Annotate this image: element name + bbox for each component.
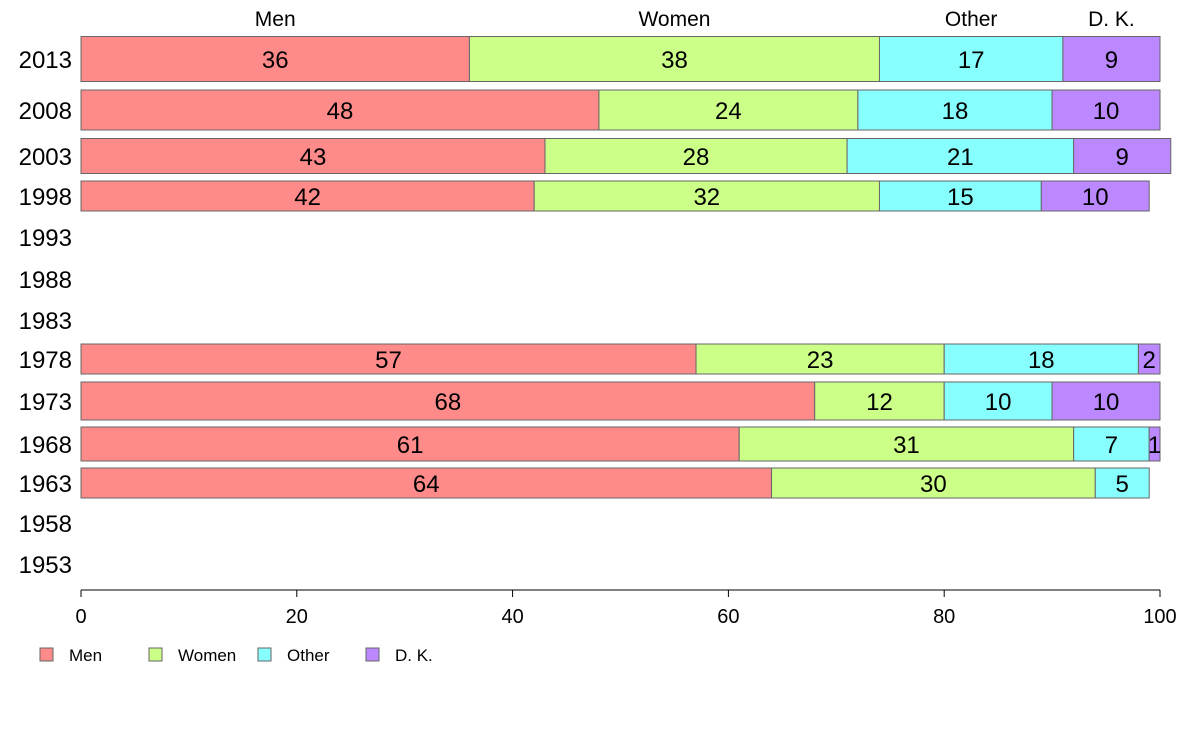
bar-segment bbox=[80, 381, 816, 421]
bar-segment bbox=[598, 89, 859, 131]
bar-segment bbox=[544, 138, 848, 174]
x-tick-label: 40 bbox=[501, 606, 523, 628]
column-header: Other bbox=[945, 8, 998, 31]
data-label: 10 bbox=[1093, 389, 1120, 416]
bar-segment bbox=[80, 138, 546, 174]
y-tick-label: 1963 bbox=[19, 471, 72, 498]
bar-segment bbox=[533, 180, 880, 212]
data-label: 15 bbox=[947, 184, 974, 211]
bar-segment bbox=[80, 426, 740, 462]
y-tick-label: 1958 bbox=[19, 511, 72, 538]
y-tick-label: 2008 bbox=[19, 98, 72, 125]
bar-segment bbox=[468, 36, 880, 82]
data-label: 28 bbox=[683, 144, 710, 171]
data-label: 18 bbox=[942, 98, 969, 125]
bar-segment bbox=[1073, 138, 1172, 174]
data-label: 48 bbox=[327, 98, 354, 125]
bar-segment bbox=[1051, 381, 1161, 421]
x-tick-label: 60 bbox=[717, 606, 739, 628]
data-label: 1 bbox=[1148, 432, 1161, 459]
data-label: 2 bbox=[1143, 347, 1156, 374]
x-tick-label: 100 bbox=[1143, 606, 1176, 628]
column-header: Women bbox=[638, 8, 710, 31]
data-label: 23 bbox=[807, 347, 834, 374]
x-tick-label: 80 bbox=[933, 606, 955, 628]
bar-segment bbox=[814, 381, 945, 421]
data-label: 7 bbox=[1105, 432, 1118, 459]
data-label: 68 bbox=[435, 389, 462, 416]
bar-segment bbox=[1094, 467, 1150, 499]
data-label: 18 bbox=[1028, 347, 1055, 374]
bar-segment bbox=[943, 343, 1139, 375]
data-label: 32 bbox=[693, 184, 720, 211]
bar-segment bbox=[1148, 426, 1161, 462]
bar-segment bbox=[80, 467, 773, 499]
bar-segment bbox=[1040, 180, 1150, 212]
bar-segment bbox=[80, 343, 697, 375]
data-label: 12 bbox=[866, 389, 893, 416]
data-label: 57 bbox=[375, 347, 402, 374]
y-tick-label: 1973 bbox=[19, 389, 72, 416]
data-label: 64 bbox=[413, 471, 440, 498]
legend-label: Other bbox=[287, 646, 330, 665]
bar-segment bbox=[1073, 426, 1150, 462]
data-label: 24 bbox=[715, 98, 742, 125]
data-label: 21 bbox=[947, 144, 974, 171]
bar-segment bbox=[80, 89, 600, 131]
data-label: 10 bbox=[985, 389, 1012, 416]
bar-segment bbox=[771, 467, 1096, 499]
data-label: 42 bbox=[294, 184, 321, 211]
data-label: 36 bbox=[262, 47, 289, 74]
data-label: 38 bbox=[661, 47, 688, 74]
data-label: 30 bbox=[920, 471, 947, 498]
y-tick-label: 1983 bbox=[19, 308, 72, 335]
legend-label: Women bbox=[178, 646, 236, 665]
y-tick-label: 1978 bbox=[19, 347, 72, 374]
column-header: D. K. bbox=[1088, 8, 1135, 31]
bar-segment bbox=[857, 89, 1053, 131]
legend-swatch bbox=[257, 647, 272, 662]
y-tick-label: 1998 bbox=[19, 184, 72, 211]
bar-segment bbox=[1062, 36, 1161, 82]
y-tick-label: 2013 bbox=[19, 47, 72, 74]
data-label: 10 bbox=[1082, 184, 1109, 211]
data-label: 9 bbox=[1105, 47, 1118, 74]
bar-segment bbox=[695, 343, 945, 375]
legend-label: Men bbox=[69, 646, 102, 665]
y-tick-label: 1968 bbox=[19, 432, 72, 459]
y-tick-label: 1988 bbox=[19, 267, 72, 294]
data-label: 43 bbox=[300, 144, 327, 171]
column-header: Men bbox=[255, 8, 296, 31]
x-tick-label: 20 bbox=[286, 606, 308, 628]
legend-swatch bbox=[148, 647, 163, 662]
y-tick-label: 1953 bbox=[19, 552, 72, 579]
bar-segment bbox=[738, 426, 1075, 462]
data-label: 17 bbox=[958, 47, 985, 74]
legend-label: D. K. bbox=[395, 646, 433, 665]
data-label: 10 bbox=[1093, 98, 1120, 125]
y-tick-label: 1993 bbox=[19, 225, 72, 252]
legend-swatch bbox=[365, 647, 380, 662]
y-tick-label: 2003 bbox=[19, 144, 72, 171]
bar-segment bbox=[80, 36, 470, 82]
bar-segment bbox=[943, 381, 1053, 421]
data-label: 31 bbox=[893, 432, 920, 459]
bar-segment bbox=[80, 180, 535, 212]
data-label: 61 bbox=[397, 432, 424, 459]
legend-swatch bbox=[39, 647, 54, 662]
bar-segment bbox=[878, 36, 1064, 82]
x-tick-label: 0 bbox=[75, 606, 86, 628]
data-label: 9 bbox=[1116, 144, 1129, 171]
bar-segment bbox=[1051, 89, 1161, 131]
bar-segment bbox=[1137, 343, 1161, 375]
data-label: 5 bbox=[1116, 471, 1129, 498]
